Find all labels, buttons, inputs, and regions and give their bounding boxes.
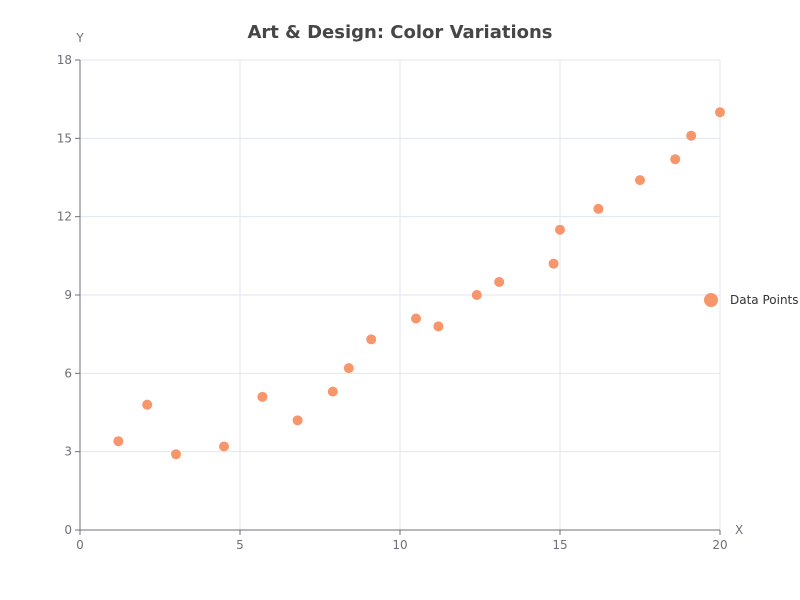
data-point[interactable] bbox=[433, 321, 444, 332]
chart-title: Art & Design: Color Variations bbox=[247, 22, 552, 43]
data-point[interactable] bbox=[113, 436, 124, 447]
y-axis-ticks: 0 3 6 9 12 15 18 bbox=[57, 53, 80, 537]
x-axis-label: X bbox=[735, 523, 743, 537]
data-point[interactable] bbox=[715, 107, 725, 118]
y-tick-label: 15 bbox=[57, 131, 72, 145]
x-axis-ticks: 0 5 10 15 20 bbox=[76, 530, 728, 552]
y-tick-label: 3 bbox=[64, 445, 72, 459]
data-point[interactable] bbox=[670, 154, 681, 165]
data-point[interactable] bbox=[171, 449, 181, 460]
data-point[interactable] bbox=[292, 415, 303, 426]
legend-label[interactable]: Data Points bbox=[730, 293, 799, 307]
y-tick-label: 0 bbox=[64, 523, 72, 537]
x-tick-label: 5 bbox=[236, 538, 244, 552]
data-point[interactable] bbox=[686, 130, 697, 141]
data-points bbox=[113, 107, 725, 460]
data-point[interactable] bbox=[257, 391, 268, 402]
data-point[interactable] bbox=[327, 386, 338, 397]
legend-marker[interactable] bbox=[704, 293, 718, 307]
legend[interactable]: Data Points bbox=[704, 293, 799, 307]
data-point[interactable] bbox=[494, 276, 505, 287]
y-tick-label: 9 bbox=[64, 288, 72, 302]
data-point[interactable] bbox=[366, 334, 377, 345]
x-tick-label: 10 bbox=[392, 538, 407, 552]
data-point[interactable] bbox=[219, 441, 229, 452]
x-tick-label: 0 bbox=[76, 538, 84, 552]
data-point[interactable] bbox=[635, 175, 645, 186]
grid-lines bbox=[80, 59, 721, 530]
x-tick-label: 15 bbox=[552, 538, 567, 552]
y-tick-label: 12 bbox=[57, 210, 72, 224]
data-point[interactable] bbox=[471, 290, 482, 300]
y-axis-label: Y bbox=[75, 31, 84, 45]
data-point[interactable] bbox=[548, 258, 559, 269]
x-tick-label: 20 bbox=[712, 538, 727, 552]
y-tick-label: 6 bbox=[64, 366, 72, 380]
data-point[interactable] bbox=[555, 224, 565, 235]
y-tick-label: 18 bbox=[57, 53, 72, 67]
data-point[interactable] bbox=[343, 363, 354, 374]
data-point[interactable] bbox=[593, 203, 604, 214]
data-point[interactable] bbox=[411, 313, 421, 324]
data-point[interactable] bbox=[142, 399, 153, 410]
